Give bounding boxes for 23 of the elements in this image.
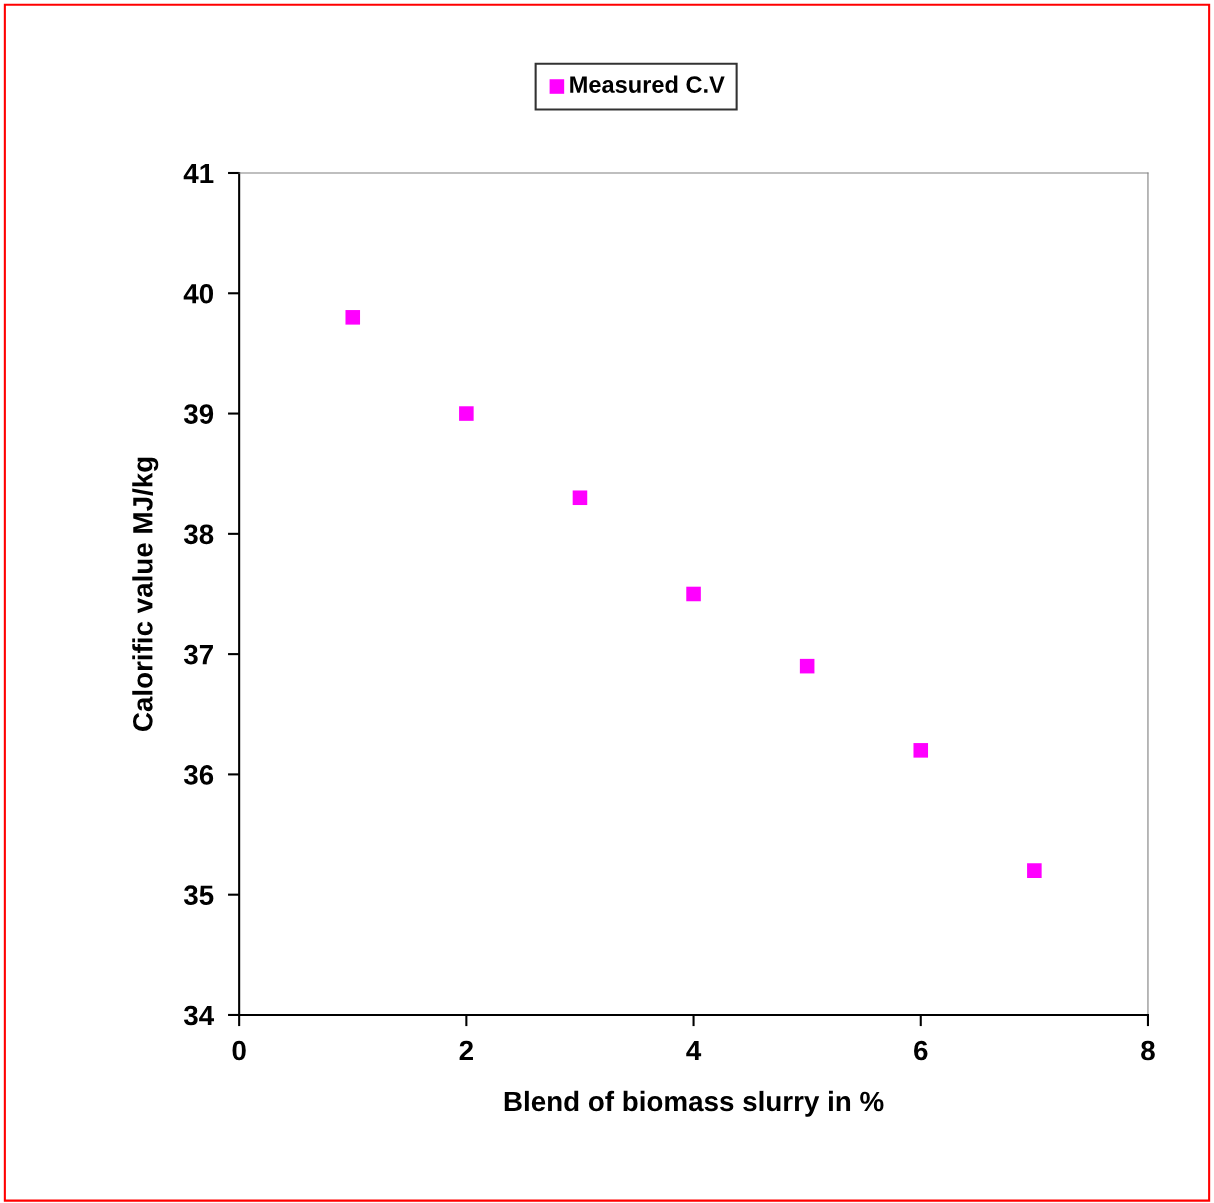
point bbox=[913, 743, 929, 758]
x-tick-label: 8 bbox=[1141, 1040, 1155, 1061]
point bbox=[686, 586, 701, 602]
point bbox=[1027, 863, 1042, 878]
x-axis-title: Blend of biomass slurry in % bbox=[504, 1090, 884, 1117]
y-tick-label: 36 bbox=[183, 765, 214, 785]
point bbox=[345, 310, 361, 325]
point bbox=[799, 658, 815, 674]
y-axis-title: Calorific value MJ/kg bbox=[132, 457, 159, 731]
y-tick-label: 37 bbox=[183, 644, 213, 665]
x-tick-label: 6 bbox=[914, 1040, 928, 1061]
legend-label: Measured C.V bbox=[570, 75, 725, 93]
point bbox=[572, 490, 588, 506]
x-tick-label: 2 bbox=[459, 1040, 473, 1061]
y-tick-label: 41 bbox=[183, 163, 214, 184]
y-tick-label: 40 bbox=[183, 283, 214, 304]
y-tick-label: 35 bbox=[183, 885, 214, 906]
x-tick-label: 4 bbox=[686, 1040, 702, 1061]
y-tick-label: 34 bbox=[183, 1005, 215, 1026]
x-tick-label: 0 bbox=[232, 1040, 246, 1061]
y-tick-label: 39 bbox=[183, 404, 214, 424]
y-tick-label: 38 bbox=[183, 524, 214, 545]
point bbox=[459, 406, 474, 421]
